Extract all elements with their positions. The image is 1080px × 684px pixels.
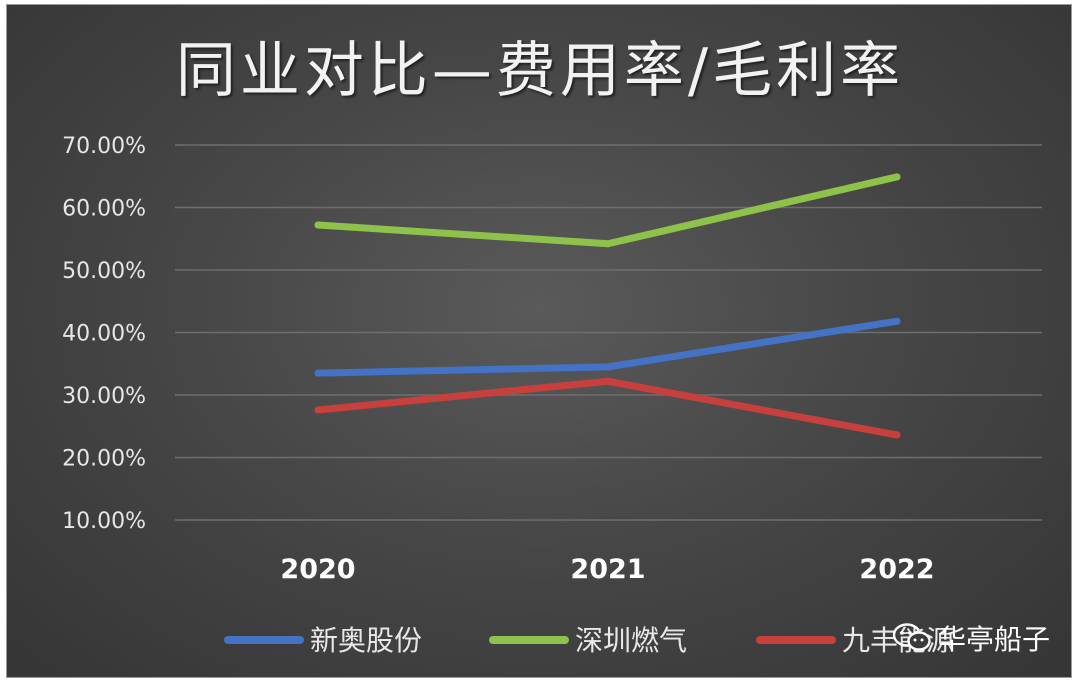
- watermark: 华亭船子: [892, 618, 1050, 658]
- y-axis-tick-labels: 70.00% 60.00% 50.00% 40.00% 30.00% 20.00% 10.0…: [62, 134, 146, 534]
- legend: 新奥股份 深圳燃气 九丰能源: [224, 624, 954, 657]
- watermark-text: 华亭船子: [938, 623, 1051, 656]
- data-point: [314, 221, 322, 229]
- chart-area: [6, 4, 1072, 678]
- series-line-2: [314, 173, 901, 248]
- data-point: [314, 369, 322, 377]
- y-tick-label: 20.00%: [62, 447, 146, 472]
- data-point: [893, 317, 901, 325]
- series-line-3: [314, 377, 901, 439]
- series-lines: [314, 173, 901, 439]
- wechat-icon: [892, 623, 931, 651]
- y-tick-label: 10.00%: [62, 509, 146, 534]
- data-point: [604, 240, 612, 248]
- y-tick-label: 60.00%: [62, 197, 146, 222]
- data-point: [314, 406, 322, 414]
- y-tick-label: 50.00%: [62, 259, 146, 284]
- chart-title: 同业对比—费用率/毛利率: [175, 36, 905, 106]
- legend-label: 深圳燃气: [575, 624, 687, 657]
- x-axis-tick-labels: 2020 2021 2022: [280, 554, 934, 585]
- data-point: [604, 377, 612, 385]
- data-point: [893, 431, 901, 439]
- legend-label: 新奥股份: [310, 624, 422, 657]
- legend-label: 九丰能源: [842, 624, 954, 657]
- gridlines: [175, 144, 1042, 521]
- x-tick-label: 2022: [859, 554, 934, 585]
- x-tick-label: 2020: [280, 554, 355, 585]
- x-tick-label: 2021: [570, 554, 645, 585]
- data-point: [893, 173, 901, 181]
- y-tick-label: 40.00%: [62, 322, 146, 347]
- data-point: [604, 363, 612, 371]
- y-tick-label: 70.00%: [62, 134, 146, 159]
- y-tick-label: 30.00%: [62, 384, 146, 409]
